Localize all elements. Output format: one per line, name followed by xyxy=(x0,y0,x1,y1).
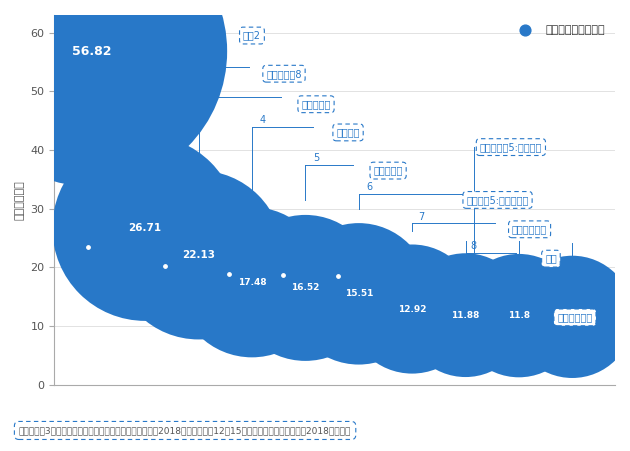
Point xyxy=(140,225,150,232)
Text: 芳华: 芳华 xyxy=(545,253,557,264)
Text: 摔跤吧！爸爸: 摔跤吧！爸爸 xyxy=(512,224,547,235)
Point xyxy=(461,312,471,319)
Text: 速度与激情8: 速度与激情8 xyxy=(266,69,302,79)
Text: 6: 6 xyxy=(367,182,373,192)
Text: 9: 9 xyxy=(524,271,530,281)
Text: 变形金刚5:最后的骑士: 变形金刚5:最后的骑士 xyxy=(466,195,529,205)
Text: 15.51: 15.51 xyxy=(345,290,373,298)
Point xyxy=(224,271,234,278)
Text: 注：《前任3：前任攻略》为元旦跨年影片，主要票房计入2018年；《芳华》12月15日上映，部分票房收入计入2018年票房。: 注：《前任3：前任攻略》为元旦跨年影片，主要票房计入2018年；《芳华》12月1… xyxy=(19,426,352,435)
Text: 22.13: 22.13 xyxy=(182,250,215,260)
Text: 1: 1 xyxy=(101,24,108,34)
Point xyxy=(83,244,93,251)
Point xyxy=(87,48,97,55)
Text: 56.82: 56.82 xyxy=(72,45,112,58)
Text: 26.71: 26.71 xyxy=(129,223,162,233)
Text: 17.48: 17.48 xyxy=(238,278,266,287)
Point xyxy=(278,271,288,278)
Point xyxy=(247,279,257,286)
Point xyxy=(407,305,417,313)
Point xyxy=(160,263,170,270)
Y-axis label: 单位（亿元）: 单位（亿元） xyxy=(15,180,25,220)
Point xyxy=(353,290,364,298)
Text: 3: 3 xyxy=(207,85,213,96)
Text: 加勒比海盗5:死无对证: 加勒比海盗5:死无对证 xyxy=(479,142,542,152)
Text: 羞羞的铁拳: 羞羞的铁拳 xyxy=(301,99,331,109)
Point xyxy=(301,284,311,291)
Text: 7: 7 xyxy=(418,212,425,222)
Text: 2: 2 xyxy=(153,55,159,65)
Point xyxy=(514,312,524,319)
Legend: 国内总票房（亿元）: 国内总票房（亿元） xyxy=(510,21,609,39)
Point xyxy=(333,273,343,280)
Text: 8: 8 xyxy=(471,241,477,251)
Text: 11.8: 11.8 xyxy=(508,311,530,320)
Text: 16.52: 16.52 xyxy=(291,283,319,292)
Text: 12.92: 12.92 xyxy=(398,304,427,313)
Text: 11.88: 11.88 xyxy=(451,311,479,320)
Text: 11.59: 11.59 xyxy=(558,313,587,322)
Text: 5: 5 xyxy=(313,153,319,163)
Text: 西游伏妖篇: 西游伏妖篇 xyxy=(374,166,403,175)
Text: 战狼2: 战狼2 xyxy=(243,31,261,41)
Text: 功夫瑜伽: 功夫瑜伽 xyxy=(336,128,360,138)
Text: 金刚：骷髅岛: 金刚：骷髅岛 xyxy=(558,313,593,322)
Point xyxy=(193,251,203,258)
Point xyxy=(21,236,31,243)
Point xyxy=(567,313,577,321)
Text: 4: 4 xyxy=(260,115,266,125)
Text: 10: 10 xyxy=(578,297,590,307)
